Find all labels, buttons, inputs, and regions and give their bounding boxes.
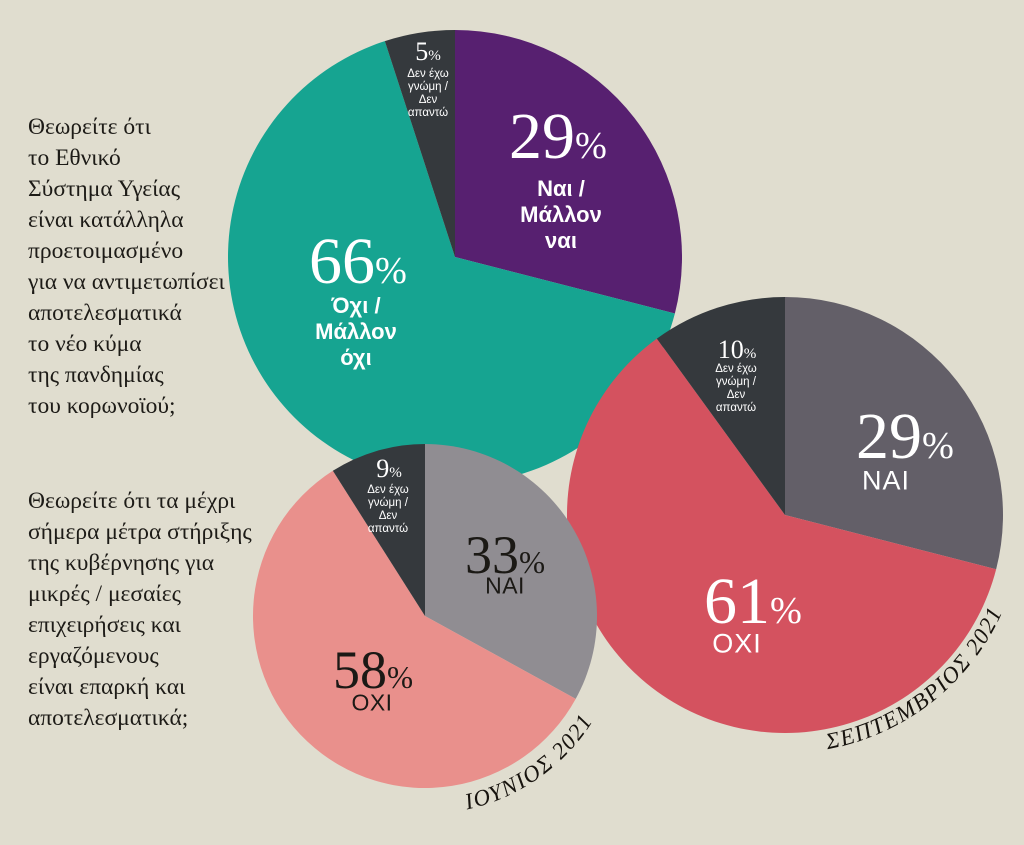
question-support-measures: Θεωρείτε ότι τα μέχρι σήμερα μέτρα στήρι… — [28, 488, 252, 731]
september-yes-label: ΝΑΙ — [861, 465, 911, 496]
value-number: 58 — [332, 640, 387, 700]
june-dk-label: Δεν έχω γνώμη / Δεν απαντώ — [367, 484, 409, 535]
question-nhs: Θεωρείτε ότι το Εθνικό Σύστημα Υγείας εί… — [28, 114, 225, 419]
pie-nhs — [228, 30, 683, 484]
nhs-yes-label: Ναι / Μάλλον ναι — [520, 176, 602, 253]
value-number: 29 — [509, 100, 576, 173]
percent-sign: % — [922, 425, 954, 467]
september-no-value: 61% — [704, 569, 802, 635]
percent-sign: % — [389, 465, 402, 481]
pie-slice-yes — [455, 30, 683, 314]
value-number: 5 — [415, 37, 429, 66]
value-number: 61 — [704, 565, 771, 638]
september-dk-label: Δεν έχω γνώμη / Δεν απαντώ — [715, 363, 757, 414]
value-number: 29 — [856, 400, 923, 473]
pie-slice-yes — [785, 297, 1003, 570]
value-number: 33 — [464, 525, 519, 585]
pie-slice-no — [228, 41, 675, 484]
pie-slice-dk — [656, 297, 785, 515]
pie-slice-yes — [425, 444, 597, 699]
percent-sign: % — [770, 590, 802, 632]
value-number: 10 — [717, 335, 744, 364]
percent-sign: % — [518, 545, 546, 580]
pie-slice-no — [252, 470, 576, 789]
pie-september — [566, 297, 1003, 733]
june-yes-value: 33% — [465, 528, 545, 582]
june-no-label: ΟΧΙ — [351, 689, 393, 716]
percent-sign: % — [575, 125, 607, 167]
nhs-dk-value: 5% — [415, 39, 441, 65]
percent-sign: % — [375, 250, 407, 292]
pie-slice-dk — [332, 444, 425, 616]
september-no-label: ΟΧΙ — [712, 628, 762, 659]
value-number: 66 — [309, 225, 376, 298]
june-dk-value: 9% — [376, 456, 402, 482]
september-dk-value: 10% — [718, 337, 757, 363]
nhs-dk-label: Δεν έχω γνώμη / Δεν απαντώ — [407, 68, 449, 119]
percent-sign: % — [386, 660, 414, 695]
percent-sign: % — [428, 48, 441, 64]
nhs-no-value: 66% — [309, 229, 407, 295]
june-no-value: 58% — [333, 643, 413, 697]
pie-june — [252, 444, 597, 789]
nhs-no-label: Όχι / Μάλλον όχι — [315, 293, 397, 370]
value-number: 9 — [376, 454, 390, 483]
pie-slice-dk — [384, 30, 455, 257]
pie-slice-no — [566, 338, 997, 733]
june-yes-label: ΝΑΙ — [485, 572, 525, 599]
september-yes-value: 29% — [856, 404, 954, 470]
nhs-yes-value: 29% — [509, 104, 607, 170]
percent-sign: % — [743, 346, 757, 362]
